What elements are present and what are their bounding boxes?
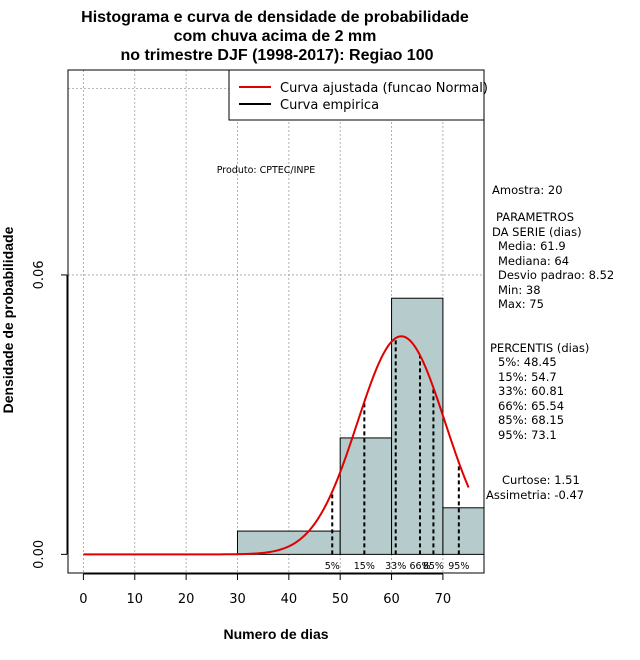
percentile-label: 85% xyxy=(423,561,444,572)
percentil-15: 15%: 54.7 xyxy=(498,370,557,384)
histogram-bar xyxy=(442,507,485,555)
percentil-33: 33%: 60.81 xyxy=(498,384,564,398)
x-axis-title: Numero de dias xyxy=(223,626,328,642)
fitted-curve-layer xyxy=(83,335,470,556)
chart-title-line-1: Histograma e curva de densidade de proba… xyxy=(81,9,469,26)
histogram-bar xyxy=(339,437,393,555)
x-tick-label: 10 xyxy=(126,592,143,607)
chart-title: Histograma e curva de densidade de proba… xyxy=(81,9,469,64)
sample-size: Amostra: 20 xyxy=(492,183,563,197)
legend-entry-empirical: Curva empirica xyxy=(280,98,379,113)
param-desvio: Desvio padrao: 8.52 xyxy=(498,268,614,282)
legend-box xyxy=(228,69,485,121)
x-tick-label: 70 xyxy=(435,592,452,607)
product-annotation: Produto: CPTEC/INPE xyxy=(217,165,316,176)
percentil-66: 66%: 65.54 xyxy=(498,399,564,413)
assimetria: Assimetria: -0.47 xyxy=(486,488,584,502)
y-tick-label: 0.06 xyxy=(32,260,47,289)
percentile-label: 95% xyxy=(448,561,469,572)
x-tick-label: 60 xyxy=(383,592,400,607)
axes: 0 10 20 30 40 50 60 70 0.00 0.06 xyxy=(32,260,451,607)
chart-title-line-2: com chuva acima de 2 mm xyxy=(174,28,377,45)
param-min: Min: 38 xyxy=(498,283,541,297)
param-mediana: Mediana: 64 xyxy=(498,254,569,268)
x-tick-label: 30 xyxy=(229,592,246,607)
x-tick-label: 20 xyxy=(178,592,195,607)
legend-entry-fitted: Curva ajustada (funcao Normal) xyxy=(280,81,488,96)
y-axis-title: Densidade de probabilidade xyxy=(0,226,16,413)
y-tick-label: 0.00 xyxy=(32,540,47,569)
percentile-label: 33% xyxy=(385,561,406,572)
legend: Curva ajustada (funcao Normal) Curva emp… xyxy=(228,69,488,121)
fitted-normal-curve xyxy=(83,335,470,556)
percentile-label: 5% xyxy=(325,561,340,572)
params-header-1: PARAMETROS xyxy=(496,210,574,224)
curtose: Curtose: 1.51 xyxy=(502,473,580,487)
x-tick-label: 40 xyxy=(281,592,298,607)
percentile-label: 66% xyxy=(409,561,430,572)
x-tick-label: 0 xyxy=(79,592,87,607)
param-media: Media: 61.9 xyxy=(498,239,566,253)
percentis-header: PERCENTIS (dias) xyxy=(490,341,589,355)
percentile-lines: 5% 15% 33% 66%85% 95% xyxy=(325,338,469,572)
stats-panel: Amostra: 20 PARAMETROS DA SERIE (dias) M… xyxy=(486,183,614,502)
params-header-2: DA SERIE (dias) xyxy=(492,225,582,239)
param-max: Max: 75 xyxy=(498,297,544,311)
chart-title-line-3: no trimestre DJF (1998-2017): Regiao 100 xyxy=(120,47,433,64)
percentile-label: 15% xyxy=(354,561,375,572)
percentil-95: 95%: 73.1 xyxy=(498,428,557,442)
percentil-5: 5%: 48.45 xyxy=(498,355,557,369)
percentil-85: 85%: 68.15 xyxy=(498,413,564,427)
histogram-bar xyxy=(236,530,341,555)
x-tick-label: 50 xyxy=(332,592,349,607)
